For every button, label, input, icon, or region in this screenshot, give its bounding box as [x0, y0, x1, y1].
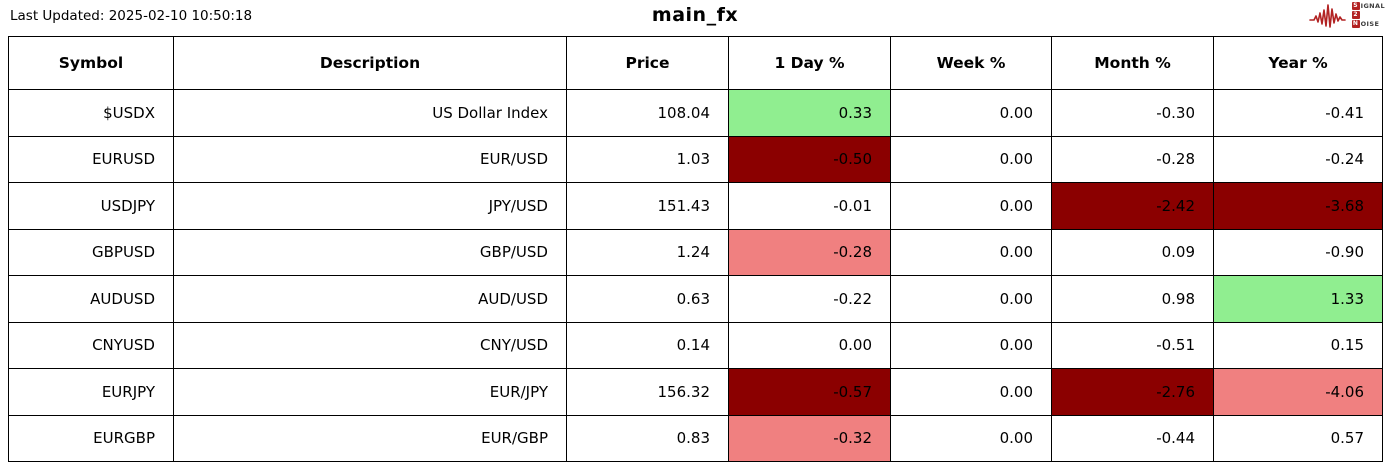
cell-year: 0.57	[1213, 414, 1383, 462]
logo-letterbox-s: S	[1351, 2, 1360, 10]
cell-week: 0.00	[890, 228, 1052, 276]
cell-week: 0.00	[890, 135, 1052, 183]
logo-text: S IGNAL 2 N OISE	[1351, 2, 1385, 28]
cell-1day: 0.00	[728, 321, 891, 369]
cell-week: 0.00	[890, 414, 1052, 462]
header-row: Symbol Description Price 1 Day % Week % …	[8, 36, 1383, 90]
cell-year: -0.90	[1213, 228, 1383, 276]
cell-description: EUR/GBP	[173, 414, 567, 462]
cell-description: JPY/USD	[173, 182, 567, 230]
col-header-description: Description	[173, 36, 567, 90]
last-updated-text: Last Updated: 2025-02-10 10:50:18	[10, 8, 253, 24]
cell-symbol: AUDUSD	[8, 275, 174, 323]
cell-1day: -0.57	[728, 368, 891, 416]
cell-month: 0.98	[1051, 275, 1214, 323]
cell-1day: -0.22	[728, 275, 891, 323]
page-title: main_fx	[651, 4, 739, 26]
table-row: AUDUSD AUD/USD 0.63 -0.22 0.00 0.98 1.33	[8, 275, 1383, 323]
logo-line-noise: N OISE	[1351, 20, 1385, 28]
cell-price: 0.63	[566, 275, 729, 323]
fx-table: Symbol Description Price 1 Day % Week % …	[8, 36, 1383, 462]
logo-word-ignal: IGNAL	[1360, 2, 1385, 10]
table-row: EURJPY EUR/JPY 156.32 -0.57 0.00 -2.76 -…	[8, 368, 1383, 416]
col-header-price: Price	[566, 36, 729, 90]
cell-month: -0.30	[1051, 89, 1214, 137]
cell-description: EUR/JPY	[173, 368, 567, 416]
table-row: EURGBP EUR/GBP 0.83 -0.32 0.00 -0.44 0.5…	[8, 414, 1383, 462]
cell-year: 0.15	[1213, 321, 1383, 369]
table-row: EURUSD EUR/USD 1.03 -0.50 0.00 -0.28 -0.…	[8, 135, 1383, 183]
cell-symbol: GBPUSD	[8, 228, 174, 276]
table-row: USDJPY JPY/USD 151.43 -0.01 0.00 -2.42 -…	[8, 182, 1383, 230]
cell-1day: 0.33	[728, 89, 891, 137]
cell-month: -2.76	[1051, 368, 1214, 416]
cell-price: 0.14	[566, 321, 729, 369]
cell-week: 0.00	[890, 182, 1052, 230]
cell-year: -4.06	[1213, 368, 1383, 416]
cell-price: 156.32	[566, 368, 729, 416]
cell-price: 151.43	[566, 182, 729, 230]
waveform-icon	[1308, 4, 1346, 28]
cell-1day: -0.50	[728, 135, 891, 183]
cell-week: 0.00	[890, 368, 1052, 416]
cell-month: -0.44	[1051, 414, 1214, 462]
cell-price: 1.03	[566, 135, 729, 183]
cell-symbol: CNYUSD	[8, 321, 174, 369]
cell-month: -0.28	[1051, 135, 1214, 183]
cell-description: US Dollar Index	[173, 89, 567, 137]
cell-symbol: USDJPY	[8, 182, 174, 230]
cell-week: 0.00	[890, 321, 1052, 369]
col-header-symbol: Symbol	[8, 36, 174, 90]
cell-1day: -0.28	[728, 228, 891, 276]
logo-word-oise: OISE	[1360, 20, 1380, 28]
cell-year: 1.33	[1213, 275, 1383, 323]
signal2noise-logo: S IGNAL 2 N OISE	[1308, 2, 1385, 28]
logo-line-signal: S IGNAL	[1351, 2, 1385, 10]
cell-symbol: EURUSD	[8, 135, 174, 183]
cell-year: -0.41	[1213, 89, 1383, 137]
cell-1day: -0.32	[728, 414, 891, 462]
cell-1day: -0.01	[728, 182, 891, 230]
cell-symbol: EURGBP	[8, 414, 174, 462]
cell-description: CNY/USD	[173, 321, 567, 369]
table-row: $USDX US Dollar Index 108.04 0.33 0.00 -…	[8, 89, 1383, 137]
cell-week: 0.00	[890, 89, 1052, 137]
cell-month: -0.51	[1051, 321, 1214, 369]
cell-description: EUR/USD	[173, 135, 567, 183]
col-header-year: Year %	[1213, 36, 1383, 90]
cell-symbol: $USDX	[8, 89, 174, 137]
cell-price: 108.04	[566, 89, 729, 137]
logo-letterbox-2: 2	[1351, 11, 1360, 19]
cell-week: 0.00	[890, 275, 1052, 323]
cell-price: 1.24	[566, 228, 729, 276]
cell-description: GBP/USD	[173, 228, 567, 276]
col-header-week: Week %	[890, 36, 1052, 90]
table-row: GBPUSD GBP/USD 1.24 -0.28 0.00 0.09 -0.9…	[8, 228, 1383, 276]
cell-year: -3.68	[1213, 182, 1383, 230]
logo-line-2: 2	[1351, 11, 1385, 19]
col-header-month: Month %	[1051, 36, 1214, 90]
logo-letterbox-n: N	[1351, 20, 1360, 28]
table-row: CNYUSD CNY/USD 0.14 0.00 0.00 -0.51 0.15	[8, 321, 1383, 369]
cell-price: 0.83	[566, 414, 729, 462]
cell-description: AUD/USD	[173, 275, 567, 323]
cell-year: -0.24	[1213, 135, 1383, 183]
cell-month: -2.42	[1051, 182, 1214, 230]
col-header-1day: 1 Day %	[728, 36, 891, 90]
cell-symbol: EURJPY	[8, 368, 174, 416]
cell-month: 0.09	[1051, 228, 1214, 276]
